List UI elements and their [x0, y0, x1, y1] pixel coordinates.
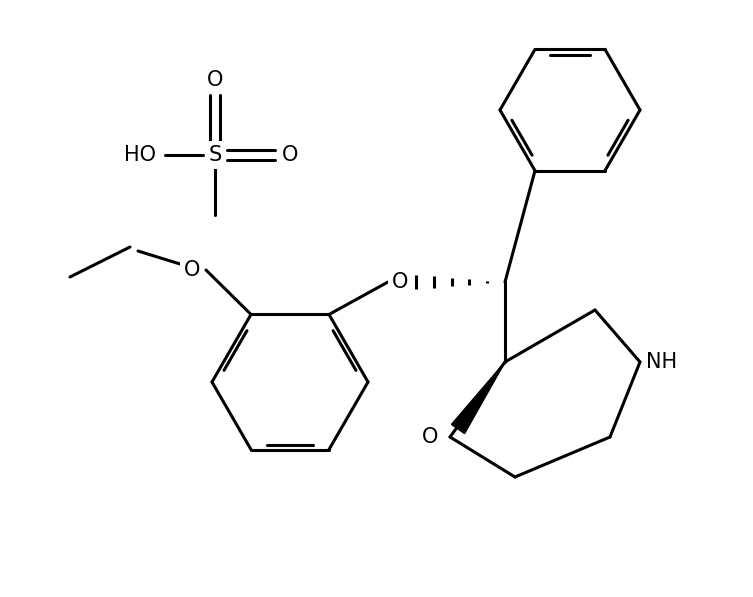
Text: O: O: [392, 272, 408, 292]
Text: S: S: [209, 145, 221, 165]
Text: O: O: [282, 145, 298, 165]
Text: O: O: [184, 260, 200, 280]
Polygon shape: [452, 362, 505, 433]
Text: HO: HO: [124, 145, 156, 165]
Text: O: O: [207, 70, 223, 90]
Text: NH: NH: [646, 352, 678, 372]
Text: O: O: [422, 427, 438, 447]
